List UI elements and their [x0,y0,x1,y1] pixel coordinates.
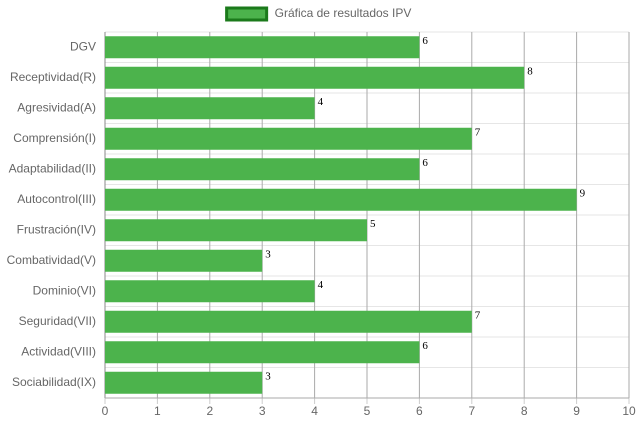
bar [105,127,472,150]
bar [105,371,263,394]
bar [105,280,315,303]
legend-swatch [225,6,269,22]
data-label: 6 [422,35,428,47]
bar [105,188,577,211]
data-label: 7 [475,126,481,138]
x-tick-label: 5 [364,404,371,418]
y-tick-label: Dominio(VI) [33,283,96,297]
data-label: 3 [265,370,271,382]
x-tick-label: 1 [154,404,161,418]
data-label: 4 [318,279,324,291]
y-tick-label: Sociabilidad(IX) [12,375,96,389]
x-tick-label: 0 [102,404,109,418]
y-tick-label: Actividad(VIII) [21,344,96,358]
x-tick-label: 10 [622,404,636,418]
data-label: 8 [527,65,533,77]
y-tick-label: Autocontrol(III) [17,192,96,206]
bar [105,219,367,242]
y-tick-label: Comprensión(I) [13,131,96,145]
x-tick-label: 2 [206,404,213,418]
data-label: 7 [475,309,481,321]
data-label: 9 [580,187,586,199]
data-label: 6 [422,340,428,352]
y-tick-label: Agresividad(A) [17,100,96,114]
y-tick-label: Combatividad(V) [7,253,96,267]
legend-label: Gráfica de resultados IPV [275,6,412,20]
data-label: 4 [318,96,324,108]
data-label: 3 [265,248,271,260]
bar [105,97,315,120]
bar [105,158,420,181]
y-tick-label: Frustración(IV) [17,222,96,236]
x-tick-label: 6 [416,404,423,418]
x-tick-label: 3 [259,404,266,418]
y-tick-label: Receptividad(R) [10,70,96,84]
x-tick-label: 4 [311,404,318,418]
data-label: 5 [370,218,376,230]
x-tick-label: 9 [573,404,580,418]
y-tick-label: Adaptabilidad(II) [9,161,96,175]
x-tick-label: 8 [521,404,528,418]
x-tick-label: 7 [468,404,475,418]
y-tick-label: DGV [70,39,96,53]
bar [105,66,525,89]
bar [105,36,420,59]
bar [105,341,420,364]
bar [105,249,263,272]
bar [105,310,472,333]
data-label: 6 [422,157,428,169]
y-tick-label: Seguridad(VII) [19,314,96,328]
